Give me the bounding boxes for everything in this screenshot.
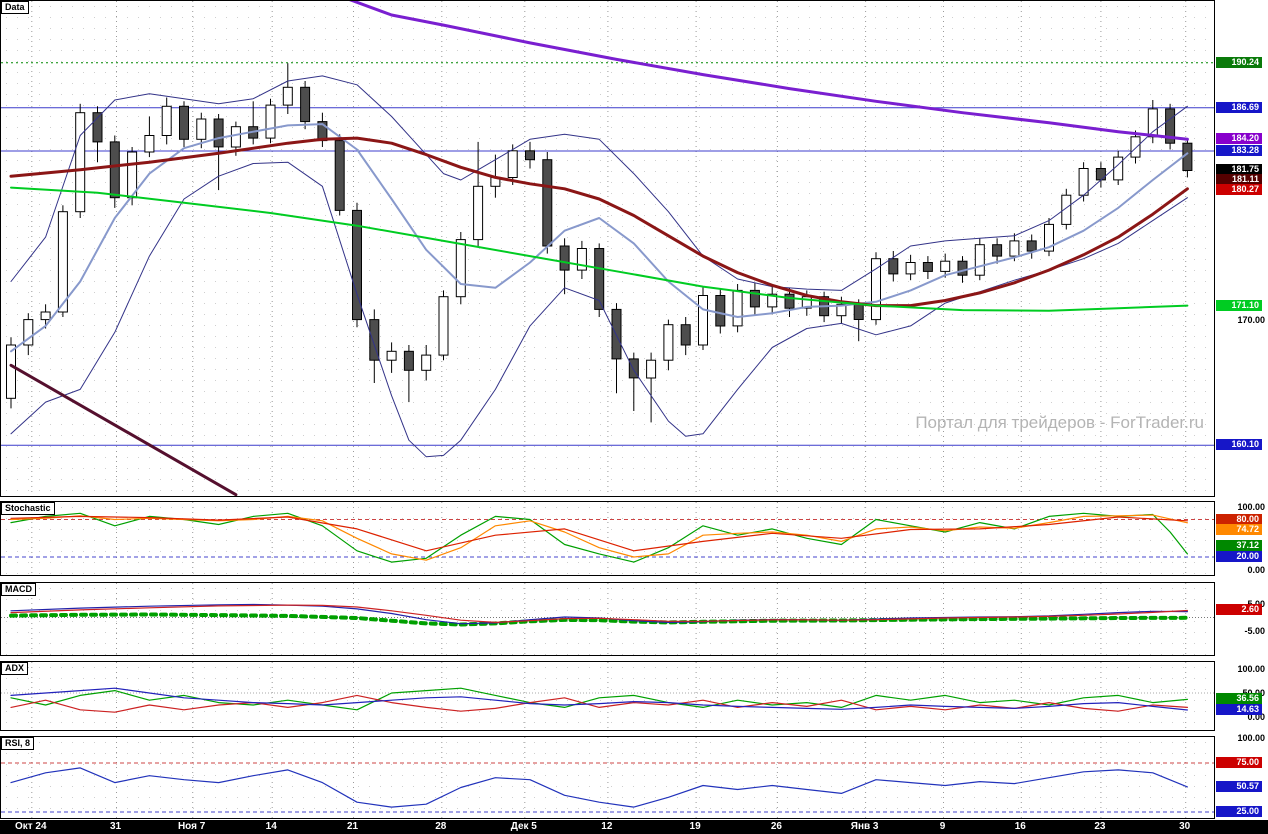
adx-chart <box>1 662 1214 730</box>
axis-label: 100.00 <box>1237 502 1265 512</box>
time-axis-label: 21 <box>346 821 359 832</box>
price-badge: 14.63 <box>1216 703 1262 715</box>
main-price-panel[interactable]: Data Портал для трейдеров - ForTrader.ru <box>0 0 1215 497</box>
time-axis-label: Окт 24 <box>14 821 47 832</box>
time-axis-label: 26 <box>770 821 782 832</box>
axis-label: 0.00 <box>1247 711 1265 722</box>
price-badge: 20.00 <box>1216 551 1262 563</box>
price-badge: 160.10 <box>1216 439 1262 451</box>
time-axis-label: 30 <box>1179 821 1191 832</box>
axis-label: 100.00 <box>1237 733 1265 744</box>
time-axis-label: 19 <box>689 821 701 832</box>
watermark-text: Портал для трейдеров - ForTrader.ru <box>915 413 1204 432</box>
axis-label: 100.00 <box>1237 664 1265 674</box>
panel-label-stochastic: Stochastic <box>1 502 55 515</box>
price-badge: 37.12 <box>1216 540 1262 552</box>
price-scale-column: 170.00 190.24 186.69 184.20 183.28 181.75 181.… <box>1215 0 1268 820</box>
adx-panel[interactable]: ADX <box>0 661 1215 731</box>
price-badge: 180.27 <box>1216 184 1262 196</box>
axis-label: 170.00 <box>1237 314 1265 325</box>
axis-label: 0.00 <box>1247 564 1265 575</box>
price-badge: 183.28 <box>1216 145 1262 157</box>
axis-label: 5.00 <box>1215 599 1265 609</box>
time-axis-label: 23 <box>1094 821 1106 832</box>
time-axis-label: 12 <box>601 821 613 832</box>
time-axis-label: Дек 5 <box>510 821 537 832</box>
price-badge: 75.00 <box>1216 756 1262 768</box>
axis-label: -5.00 <box>1244 626 1265 636</box>
price-badge: 171.10 <box>1216 299 1262 311</box>
stochastic-chart <box>1 502 1214 575</box>
rsi-panel[interactable]: RSI, 8 <box>0 736 1215 819</box>
panel-label-rsi: RSI, 8 <box>1 737 35 750</box>
price-badge: 181.75 <box>1216 164 1262 176</box>
time-axis-label: 14 <box>265 821 277 832</box>
time-axis-label: Ноя 7 <box>177 821 206 832</box>
price-badge: 36.56 <box>1216 693 1262 705</box>
candlestick-chart <box>1 1 1214 496</box>
stochastic-panel[interactable]: Stochastic <box>0 501 1215 576</box>
rsi-chart <box>1 737 1214 818</box>
panel-label-adx: ADX <box>1 662 29 675</box>
price-badge: 25.00 <box>1216 806 1262 818</box>
price-badge: 184.20 <box>1216 133 1262 145</box>
macd-panel[interactable]: MACD <box>0 582 1215 656</box>
time-axis-label: 9 <box>939 821 946 832</box>
price-badge: 74.72 <box>1216 523 1262 535</box>
time-axis-label: 28 <box>435 821 447 832</box>
price-badge: 50.57 <box>1216 780 1262 792</box>
time-axis-label: Янв 3 <box>850 821 879 832</box>
panel-label-macd: MACD <box>1 583 36 596</box>
price-badge: 186.69 <box>1216 101 1262 113</box>
panel-label-data: Data <box>1 1 29 14</box>
time-axis-label: 31 <box>109 821 122 832</box>
time-axis-label: 16 <box>1014 821 1026 832</box>
price-badge: 190.24 <box>1216 56 1262 68</box>
macd-chart <box>1 583 1214 655</box>
time-axis: Окт 24 31 Ноя 7 14 21 28 Дек 5 12 19 26 Янв 3 9 16 23… <box>0 820 1268 834</box>
price-badge: 80.00 <box>1216 513 1262 525</box>
price-badge: 181.11 <box>1216 174 1262 186</box>
price-badge: 2.60 <box>1216 604 1262 616</box>
axis-label: 50.00 <box>1215 688 1265 698</box>
